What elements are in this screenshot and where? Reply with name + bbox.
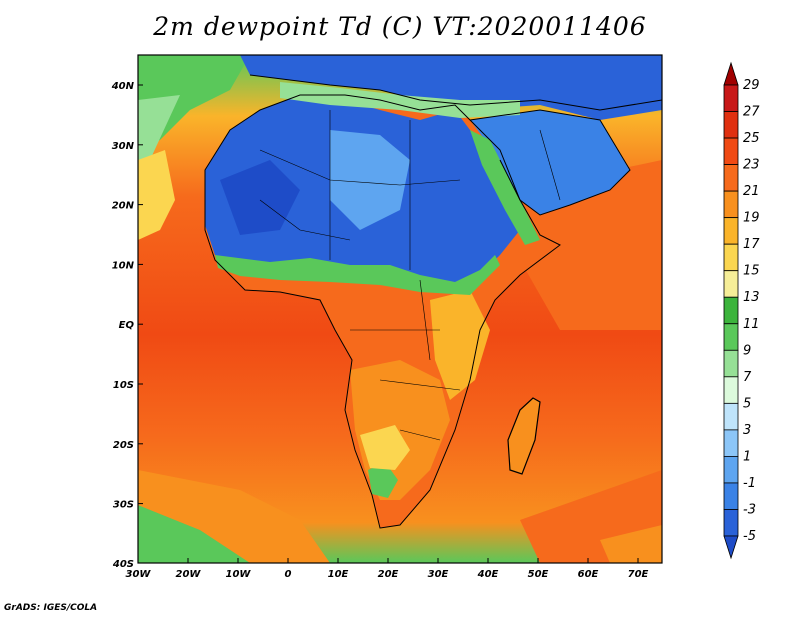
lon-tick-label: 10W [226,569,252,580]
map-title: 2m dewpoint Td (C) VT:2020011406 [153,12,647,41]
lon-tick-label: 70E [628,569,649,580]
colorbar-label: -5 [743,529,756,544]
lat-axis: 40N 30N 20N 10N EQ 10S 20S 30S 40S [111,81,143,570]
sahel-green-band [215,255,500,295]
colorbar-swatch [723,349,739,378]
colorbar-swatch [723,217,739,245]
lat-tick-label: 10N [112,260,135,271]
colorbar-label: 9 [743,343,751,358]
colorbar-label: 17 [743,237,760,252]
lon-tick-label: 30E [428,569,449,580]
lon-tick-label: 0 [285,569,292,580]
grads-credit: GrADS: IGES/COLA [4,603,98,613]
colorbar-swatch [723,482,739,510]
colorbar-swatch [723,270,739,298]
lon-axis: 30W 20W 10W 0 10E 20E 30E 40E 50E 60E 70E [126,558,649,580]
lat-tick-label: EQ [119,320,135,331]
map-field [138,55,662,563]
madagascar [507,397,541,475]
sw-atlantic-orange-band [138,470,330,563]
lon-tick-label: 20E [378,569,399,580]
colorbar-swatch [723,323,739,351]
nw-atlantic-light-band [138,95,180,170]
colorbar: 29 27 25 23 21 19 17 15 13 11 9 7 5 3 1 -1 -3 -5 [723,61,760,560]
sahara-deep-blue [220,160,300,235]
lat-tick-label: 40S [112,559,134,570]
lat-tick-label: 30N [112,141,135,152]
colorbar-swatch [723,111,739,139]
colorbar-swatch [723,376,739,404]
colorbar-label: 29 [743,78,760,93]
country-borders [259,110,561,441]
lon-tick-label: 50E [528,569,549,580]
colorbar-label: 23 [743,158,760,173]
colorbar-max-arrow [723,61,739,86]
colorbar-label: 19 [743,211,760,226]
colorbar-label: 27 [743,105,760,120]
lat-tick-label: 40N [111,81,135,92]
colorbar-label: -1 [743,476,756,491]
colorbar-swatch [723,296,739,325]
lon-tick-label: 20W [176,569,202,580]
colorbar-swatch [723,509,739,537]
colorbar-swatch [723,164,739,192]
lat-tick-label: 10S [113,380,134,391]
colorbar-swatch [723,190,739,219]
plot-frame [137,54,663,564]
europe-region [240,55,662,120]
coastline [204,94,561,529]
sw-atlantic-green-band [138,505,250,563]
lon-tick-label: 40E [477,569,499,580]
colorbar-swatch [723,402,739,431]
colorbar-label: 13 [743,290,760,305]
east-africa-highlands [430,290,490,400]
lon-tick-label: 10E [328,569,349,580]
southern-africa-yellow [360,425,410,470]
colorbar-swatch [723,137,739,165]
europe-coast [249,74,662,111]
lon-tick-label: 60E [578,569,599,580]
arabia-coast [469,109,631,216]
colorbar-label: 1 [743,449,751,464]
sahara-light-blue [330,130,410,230]
colorbar-label: 5 [743,396,751,411]
lat-tick-label: 20S [113,440,134,451]
colorbar-min-arrow [723,535,739,560]
nw-atlantic-moist-band [138,55,250,150]
lat-tick-label: 30S [113,500,134,511]
colorbar-swatch [723,243,739,272]
colorbar-label: 15 [743,264,760,279]
colorbar-label: -3 [743,502,756,517]
red-sea-band [470,130,540,245]
lon-tick-label: 30W [126,569,152,580]
kalahari-cool-patch [368,462,398,498]
mediterranean-band [280,82,520,118]
colorbar-label: 25 [743,131,760,146]
colorbar-label: 11 [743,317,760,332]
colorbar-swatch [723,456,739,484]
lat-tick-label: 20N [112,201,135,212]
colorbar-label: 21 [743,184,760,199]
atlantic-yellow-band [138,150,175,240]
arabia-dry-region [470,110,630,215]
colorbar-swatch [723,84,739,112]
colorbar-label: 3 [743,423,751,438]
colorbar-label: 7 [743,370,752,385]
colorbar-swatch [723,429,739,457]
se-indian-orange [600,525,662,563]
